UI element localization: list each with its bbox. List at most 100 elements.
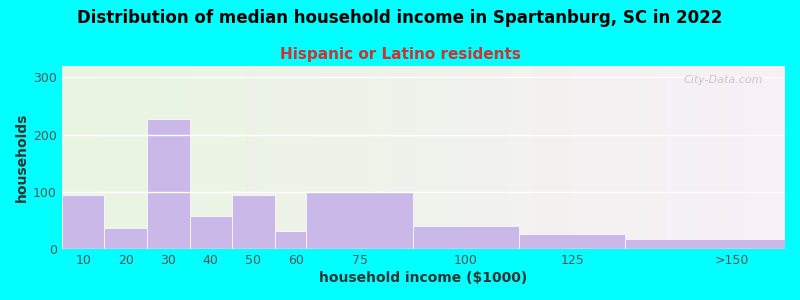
Bar <box>275 66 279 249</box>
Bar <box>282 66 286 249</box>
Bar <box>123 66 127 249</box>
Bar <box>521 66 525 249</box>
Bar <box>514 66 518 249</box>
Bar <box>387 66 391 249</box>
Bar <box>463 66 467 249</box>
Bar <box>199 66 203 249</box>
Bar <box>370 66 373 249</box>
Bar <box>590 66 594 249</box>
Bar <box>232 195 274 249</box>
Bar <box>691 66 694 249</box>
Bar <box>673 66 677 249</box>
Bar <box>308 66 311 249</box>
Bar <box>644 66 648 249</box>
Bar <box>438 66 442 249</box>
Bar <box>648 66 651 249</box>
Bar <box>254 66 257 249</box>
Bar <box>615 66 618 249</box>
Bar <box>492 66 496 249</box>
Bar <box>604 66 608 249</box>
Bar <box>640 66 644 249</box>
Bar <box>723 66 727 249</box>
Bar <box>391 66 394 249</box>
Bar <box>518 66 521 249</box>
Bar <box>268 66 272 249</box>
Bar <box>709 66 713 249</box>
Bar <box>109 66 113 249</box>
Bar <box>297 66 301 249</box>
Bar <box>485 66 489 249</box>
Bar <box>409 66 413 249</box>
X-axis label: household income ($1000): household income ($1000) <box>319 271 527 285</box>
Bar <box>470 66 474 249</box>
Bar <box>760 66 763 249</box>
Bar <box>232 66 235 249</box>
Bar <box>460 66 463 249</box>
Bar <box>203 66 206 249</box>
Bar <box>394 66 398 249</box>
Bar <box>69 66 73 249</box>
Bar <box>608 66 611 249</box>
Bar <box>582 66 586 249</box>
Bar <box>474 66 478 249</box>
Bar <box>597 66 601 249</box>
Bar <box>274 231 306 249</box>
Bar <box>535 66 539 249</box>
Bar <box>196 66 199 249</box>
Bar <box>706 66 709 249</box>
Bar <box>351 66 354 249</box>
Bar <box>178 66 182 249</box>
Bar <box>402 66 406 249</box>
Bar <box>272 66 275 249</box>
Bar <box>80 66 83 249</box>
Bar <box>145 66 149 249</box>
Bar <box>106 66 109 249</box>
Bar <box>445 66 449 249</box>
Bar <box>456 66 460 249</box>
Bar <box>658 66 662 249</box>
Bar <box>774 66 778 249</box>
Bar <box>354 66 358 249</box>
Bar <box>225 66 228 249</box>
Bar <box>315 66 318 249</box>
Bar <box>662 66 666 249</box>
Bar <box>519 233 626 249</box>
Bar <box>250 66 254 249</box>
Bar <box>235 66 239 249</box>
Bar <box>380 66 384 249</box>
Bar <box>261 66 264 249</box>
Bar <box>102 66 106 249</box>
Bar <box>116 66 120 249</box>
Bar <box>633 66 637 249</box>
Bar <box>406 66 409 249</box>
Bar <box>337 66 340 249</box>
Bar <box>318 66 322 249</box>
Bar <box>76 66 80 249</box>
Bar <box>413 66 416 249</box>
Bar <box>753 66 756 249</box>
Bar <box>91 66 94 249</box>
Bar <box>127 66 130 249</box>
Bar <box>192 66 196 249</box>
Bar <box>210 66 214 249</box>
Bar <box>185 66 189 249</box>
Bar <box>738 66 742 249</box>
Bar <box>680 66 684 249</box>
Bar <box>503 66 506 249</box>
Bar <box>767 66 770 249</box>
Bar <box>398 66 402 249</box>
Bar <box>430 66 434 249</box>
Bar <box>366 66 370 249</box>
Bar <box>575 66 579 249</box>
Bar <box>572 66 575 249</box>
Bar <box>206 66 210 249</box>
Bar <box>565 66 568 249</box>
Bar <box>749 66 753 249</box>
Bar <box>423 66 427 249</box>
Bar <box>618 66 622 249</box>
Bar <box>720 66 723 249</box>
Bar <box>434 66 438 249</box>
Bar <box>637 66 640 249</box>
Bar <box>510 66 514 249</box>
Bar <box>113 66 116 249</box>
